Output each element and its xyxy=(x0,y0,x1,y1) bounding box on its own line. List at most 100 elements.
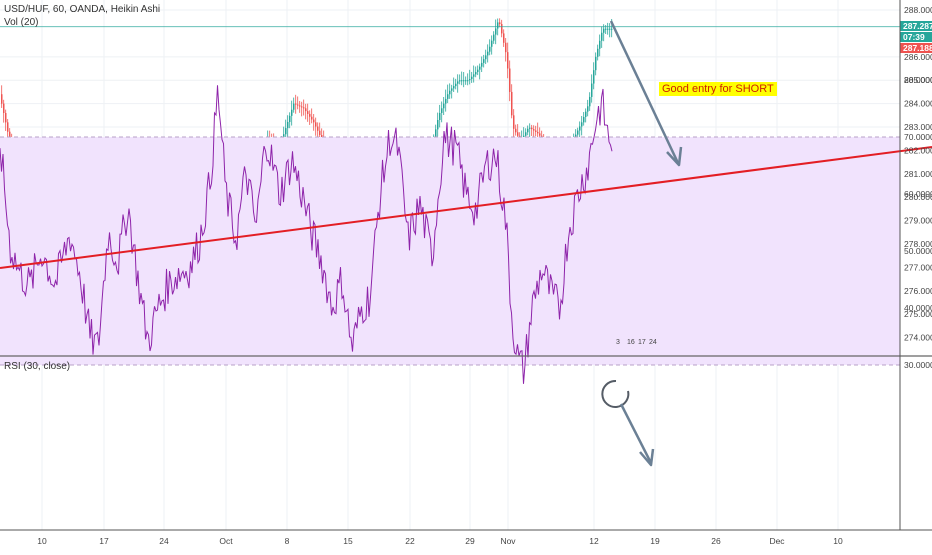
candle-body xyxy=(601,32,603,41)
candle-body xyxy=(449,90,451,95)
price-tick-label: 284.000 xyxy=(904,99,932,109)
candle-body xyxy=(581,122,583,127)
rsi-tick-label: 30.0000 xyxy=(904,360,932,370)
candle-body xyxy=(9,131,11,142)
candle-body xyxy=(435,129,437,139)
time-tick-label: 10 xyxy=(833,536,843,546)
candle-body xyxy=(579,126,581,131)
candle-body xyxy=(287,121,289,129)
candle-body xyxy=(439,112,441,120)
price-tick-label: 274.000 xyxy=(904,333,932,343)
candle-body xyxy=(607,28,609,30)
volume-inline-label: 3 xyxy=(616,339,620,346)
candle-body xyxy=(301,106,303,108)
candle-body xyxy=(535,130,537,132)
candle-body xyxy=(529,127,531,129)
price-scale[interactable] xyxy=(900,0,932,530)
rsi-band xyxy=(0,137,900,365)
candle-body xyxy=(499,22,501,25)
candle-body xyxy=(469,79,471,81)
annotation-label: Good entry for SHORT xyxy=(659,82,777,96)
candle-body xyxy=(479,66,481,70)
candle-body xyxy=(589,96,591,107)
candle-body xyxy=(525,132,527,136)
price-tick-label: 281.000 xyxy=(904,169,932,179)
candle-body xyxy=(493,34,495,41)
candle-body xyxy=(591,83,593,97)
candle-body xyxy=(467,80,469,82)
rsi-tick-label: 50.0000 xyxy=(904,246,932,256)
price-tick-label: 279.000 xyxy=(904,216,932,226)
time-tick-label: Nov xyxy=(500,536,516,546)
rsi-line[interactable] xyxy=(0,85,613,384)
candle-body xyxy=(511,91,513,116)
candle-body xyxy=(3,103,5,113)
candle-body xyxy=(309,113,311,117)
price-tag-label: 07:39 xyxy=(903,32,925,42)
candle-body xyxy=(503,33,505,43)
candle-body xyxy=(291,109,293,116)
volume-label: Vol (20) xyxy=(4,17,39,28)
short-arrowhead xyxy=(666,146,683,167)
time-tick-label: 12 xyxy=(589,536,599,546)
candle-body xyxy=(611,28,613,30)
candle-body xyxy=(447,94,449,99)
price-tag-bg xyxy=(900,32,932,42)
price-tick-label: 275.000 xyxy=(904,309,932,319)
candle-body xyxy=(453,86,455,89)
candle-body xyxy=(465,80,467,82)
price-tick-label: 277.000 xyxy=(904,262,932,272)
time-tick-label: 26 xyxy=(711,536,721,546)
candle-body xyxy=(295,103,297,105)
candle-body xyxy=(315,122,317,127)
candle-body xyxy=(605,28,607,30)
candle-body xyxy=(609,28,611,30)
candle-body xyxy=(313,119,315,123)
candle-body xyxy=(577,130,579,135)
candle-body xyxy=(515,128,517,133)
price-tick-label: 278.000 xyxy=(904,239,932,249)
candle-body xyxy=(311,116,313,120)
rsi-label: RSI (30, close) xyxy=(4,361,71,372)
candle-body xyxy=(483,59,485,63)
candle-body xyxy=(289,115,291,122)
volume-inline-label: 16 xyxy=(627,339,635,346)
candle-body xyxy=(437,120,439,130)
candle-body xyxy=(455,83,457,87)
rsi-tick-label: 80.0000 xyxy=(904,75,932,85)
rsi-tick-label: 70.0000 xyxy=(904,132,932,142)
candle-body xyxy=(587,106,589,112)
candle-body xyxy=(305,108,307,112)
time-tick-label: Dec xyxy=(769,536,785,546)
price-tick-label: 285.000 xyxy=(904,75,932,85)
volume-inline-label: 24 xyxy=(649,339,657,346)
price-tick-label: 286.000 xyxy=(904,52,932,62)
rsi-tick-label: 60.0000 xyxy=(904,189,932,199)
candle-body xyxy=(461,80,463,82)
price-tag-label: 287.287 xyxy=(903,21,932,31)
rsi-arrow-line[interactable] xyxy=(619,403,653,464)
candle-body xyxy=(527,128,529,133)
candle-body xyxy=(317,126,319,131)
candle-body xyxy=(7,122,9,132)
candle-body xyxy=(593,70,595,84)
support-trendline[interactable] xyxy=(0,146,932,269)
candle-body xyxy=(1,94,3,104)
candle-body xyxy=(539,133,541,136)
time-tick-label: 10 xyxy=(37,536,47,546)
candle-body xyxy=(599,40,601,49)
candle-body xyxy=(531,127,533,130)
price-tick-label: 280.000 xyxy=(904,192,932,202)
rsi-circle-annotation[interactable] xyxy=(601,379,630,408)
candle-body xyxy=(597,48,599,57)
candle-body xyxy=(487,51,489,56)
candle-body xyxy=(303,107,305,109)
price-tick-label: 276.000 xyxy=(904,286,932,296)
candle-body xyxy=(485,55,487,60)
price-tick-label: 282.000 xyxy=(904,145,932,155)
short-arrow-line[interactable] xyxy=(609,20,680,164)
candle-body xyxy=(445,98,447,104)
candle-body xyxy=(293,103,295,110)
time-tick-label: 15 xyxy=(343,536,353,546)
rsi-pane[interactable] xyxy=(0,357,900,529)
